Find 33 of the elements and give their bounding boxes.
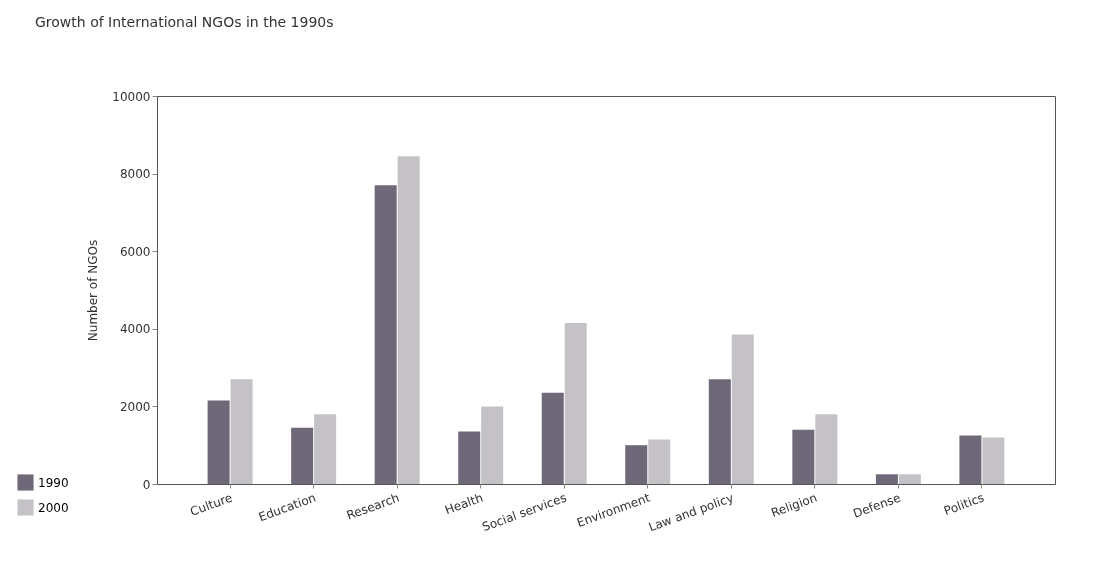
bar <box>959 435 982 484</box>
legend-label: 1990 <box>38 475 69 490</box>
bar <box>875 474 898 484</box>
bar <box>230 379 253 484</box>
bar <box>397 156 420 484</box>
chart-title: Growth of International NGOs in the 1990s <box>35 14 334 30</box>
bar <box>815 414 838 484</box>
bar <box>648 439 671 484</box>
bar <box>898 474 921 484</box>
bar <box>731 334 754 484</box>
y-tick-label: 8000 <box>119 167 151 182</box>
y-tick-label: 2000 <box>119 399 151 414</box>
bar <box>481 406 504 484</box>
bar <box>625 445 648 484</box>
bar <box>291 427 314 484</box>
bar <box>207 400 230 484</box>
x-tick-label: Culture <box>188 490 235 519</box>
bar <box>541 392 564 484</box>
y-tick-label: 10000 <box>112 89 151 104</box>
legend-label: 2000 <box>38 500 69 515</box>
y-axis-title: Number of NGOs <box>86 239 101 342</box>
bar <box>564 322 587 484</box>
x-tick-label: Health <box>442 490 485 518</box>
bar <box>374 185 397 484</box>
y-tick-label: 4000 <box>119 322 151 337</box>
y-tick-label: 0 <box>142 477 151 492</box>
bar <box>708 379 731 484</box>
bar <box>792 429 815 484</box>
bar <box>458 431 481 484</box>
x-tick-label: Politics <box>942 490 987 519</box>
y-tick-label: 6000 <box>119 244 151 259</box>
bar <box>314 414 337 484</box>
bar <box>982 437 1005 484</box>
